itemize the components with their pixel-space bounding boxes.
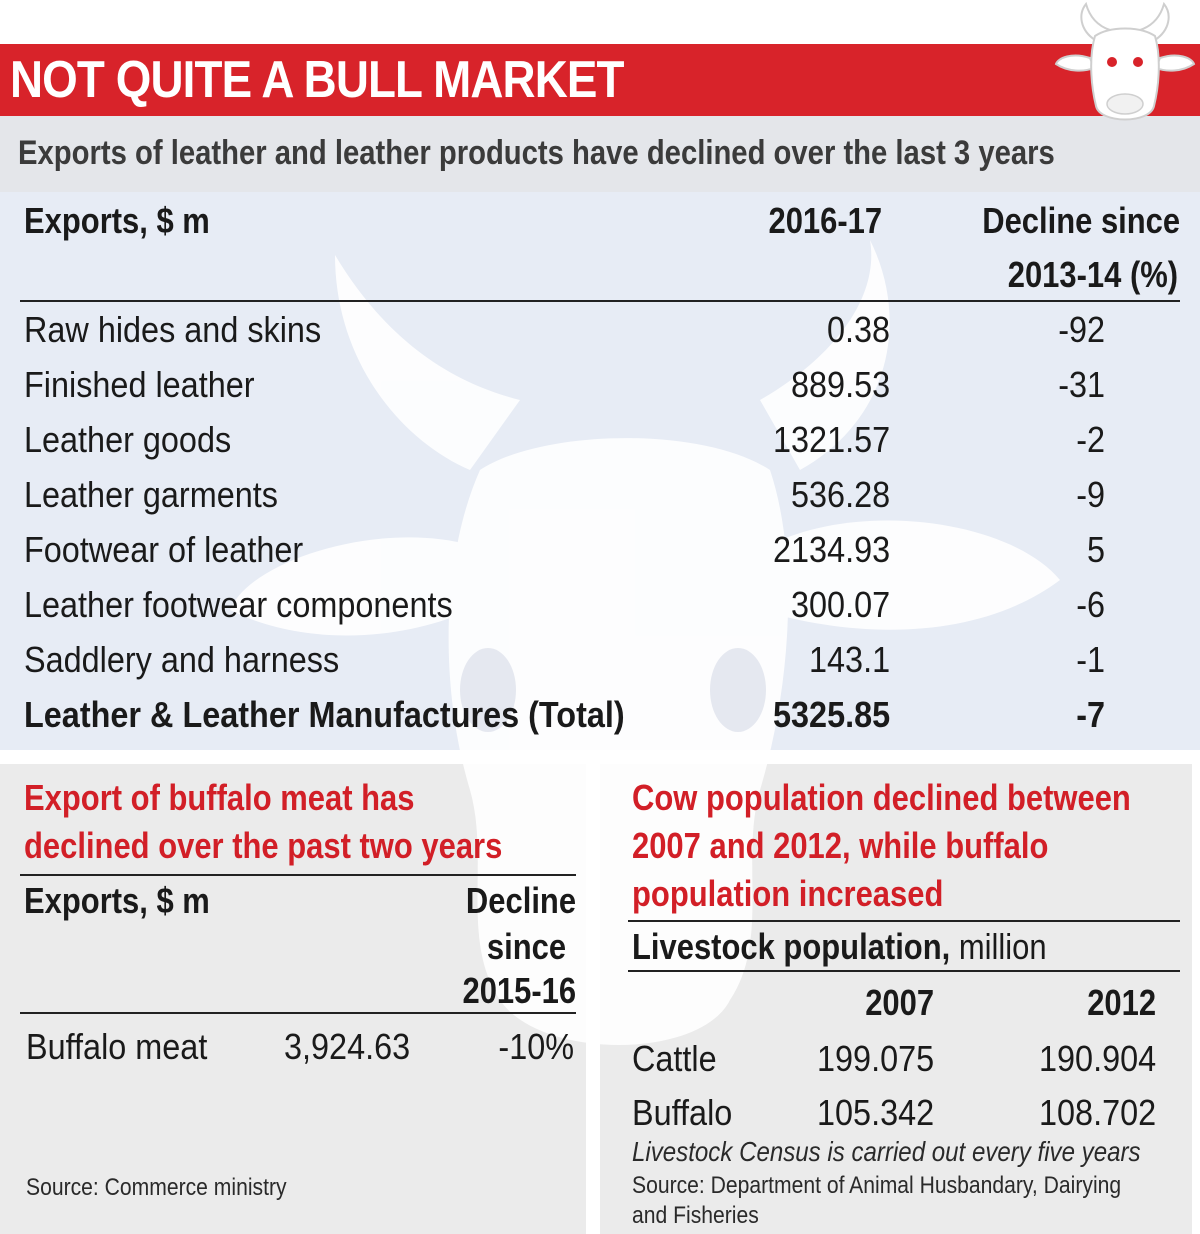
buffalo-row-value: 3,924.63: [283, 1026, 410, 1067]
cow-head-icon: [1054, 1, 1196, 121]
livestock-year-2012: 2012: [1087, 982, 1156, 1023]
row-value-2016-17: 143.1: [808, 639, 890, 680]
row-value-2016-17: 1321.57: [772, 419, 890, 460]
subtitle-band: [0, 116, 1200, 192]
livestock-year-2007: 2007: [865, 982, 934, 1023]
buffalo-meat-title-line1: Export of buffalo meat has: [24, 777, 415, 818]
livestock-row-value-2007: 105.342: [816, 1092, 934, 1133]
buffalo-col-header-decline-line1: Decline: [465, 880, 576, 921]
buffalo-header-rule: [20, 1012, 576, 1014]
livestock-source-line1: Source: Department of Animal Husbandary,…: [632, 1172, 1122, 1199]
row-category: Leather garments: [24, 474, 278, 515]
livestock-col-label: Livestock population, million: [632, 926, 1047, 968]
col-header-category: Exports, $ m: [24, 200, 210, 241]
table-row: Leather goods 1321.57 -2: [0, 419, 1200, 474]
livestock-title-line3: population increased: [632, 873, 944, 914]
row-value-2016-17: 300.07: [790, 584, 890, 625]
row-decline: -9: [1076, 474, 1105, 515]
row-decline: 5: [1086, 529, 1105, 570]
table-row: Saddlery and harness 143.1 -1: [0, 639, 1200, 694]
row-value-2016-17: 889.53: [790, 364, 890, 405]
row-value-2016-17: 2134.93: [772, 529, 890, 570]
title-bar: [0, 44, 1200, 116]
livestock-row-value-2012: 108.702: [1038, 1092, 1156, 1133]
row-decline: -31: [1058, 364, 1105, 405]
col-header-year: 2016-17: [768, 200, 882, 241]
livestock-row-value-2012: 190.904: [1038, 1038, 1156, 1079]
buffalo-source: Source: Commerce ministry: [26, 1174, 287, 1201]
buffalo-top-rule: [20, 874, 576, 876]
total-value-2016-17: 5325.85: [772, 694, 890, 735]
row-category: Footwear of leather: [24, 529, 304, 570]
buffalo-col-header-decline-line2: since: [486, 926, 566, 967]
row-decline: -92: [1058, 309, 1105, 350]
row-category: Raw hides and skins: [24, 309, 322, 350]
row-category: Leather goods: [24, 419, 232, 460]
table-row: Leather garments 536.28 -9: [0, 474, 1200, 529]
row-category: Finished leather: [24, 364, 255, 405]
row-category: Saddlery and harness: [24, 639, 340, 680]
livestock-col-label-bold: Livestock population,: [632, 926, 951, 967]
table-total-row: Leather & Leather Manufactures (Total) 5…: [0, 694, 1200, 749]
page-title: NOT QUITE A BULL MARKET: [10, 51, 624, 109]
buffalo-col-header-decline-line3: 2015-16: [462, 970, 576, 1011]
table-row: Finished leather 889.53 -31: [0, 364, 1200, 419]
row-category: Leather footwear components: [24, 584, 453, 625]
livestock-row-category: Buffalo: [632, 1092, 733, 1133]
livestock-top-rule: [628, 920, 1180, 922]
buffalo-meat-title-line2: declined over the past two years: [24, 825, 503, 866]
table-row: Raw hides and skins 0.38 -92: [0, 309, 1200, 364]
col-header-decline-line2: 2013-14 (%): [1007, 254, 1178, 295]
row-value-2016-17: 536.28: [790, 474, 890, 515]
col-header-decline-line1: Decline since: [982, 200, 1180, 241]
livestock-col-label-unit: million: [958, 926, 1047, 967]
header-rule: [20, 300, 1180, 302]
livestock-row-value-2007: 199.075: [816, 1038, 934, 1079]
row-decline: -2: [1076, 419, 1105, 460]
total-category: Leather & Leather Manufactures (Total): [24, 694, 625, 735]
livestock-title-line2: 2007 and 2012, while buffalo: [632, 825, 1049, 866]
buffalo-col-header-unit: Exports, $ m: [24, 880, 210, 921]
row-decline: -6: [1076, 584, 1105, 625]
table-row: Footwear of leather 2134.93 5: [0, 529, 1200, 584]
livestock-note: Livestock Census is carried out every fi…: [632, 1136, 1141, 1167]
row-value-2016-17: 0.38: [826, 309, 890, 350]
table-row: Leather footwear components 300.07 -6: [0, 584, 1200, 639]
livestock-header-rule: [628, 970, 1180, 972]
livestock-source-line2: and Fisheries: [632, 1202, 759, 1229]
livestock-row-category: Cattle: [632, 1038, 717, 1079]
row-decline: -1: [1076, 639, 1105, 680]
chart-subtitle: Exports of leather and leather products …: [18, 134, 1055, 172]
total-decline: -7: [1076, 694, 1105, 735]
buffalo-row-category: Buffalo meat: [26, 1026, 208, 1067]
buffalo-row-decline: -10%: [498, 1026, 574, 1067]
livestock-title-line1: Cow population declined between: [632, 777, 1131, 818]
